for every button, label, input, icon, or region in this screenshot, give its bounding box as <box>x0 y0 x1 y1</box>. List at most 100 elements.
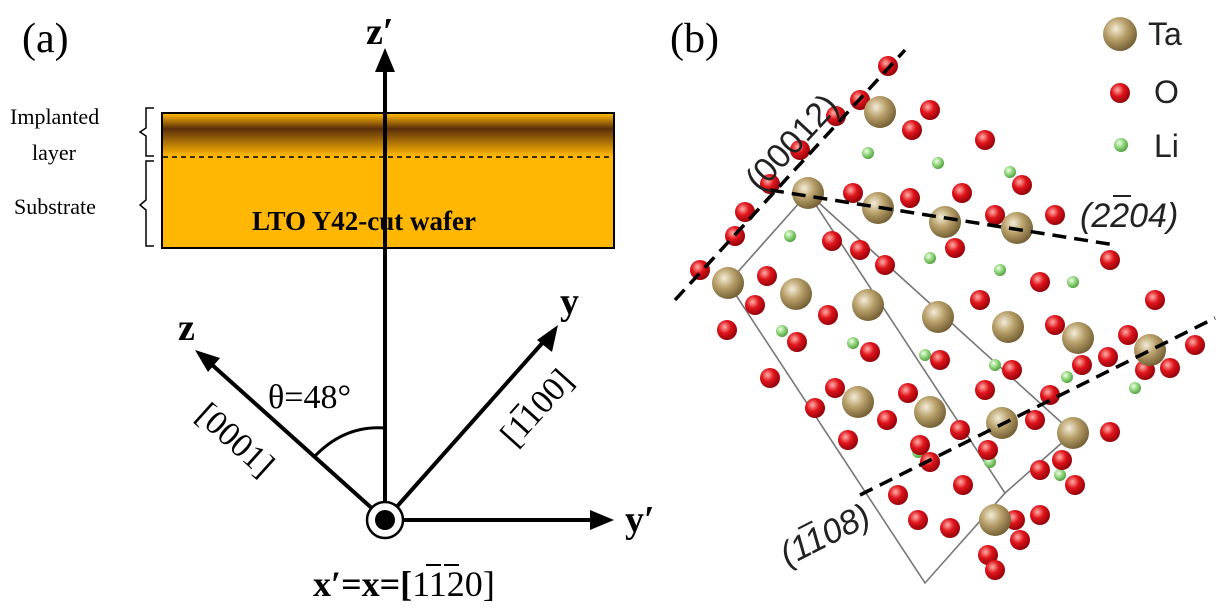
o-atom <box>902 120 922 140</box>
y-axis-line <box>383 338 547 522</box>
o-atom <box>1065 475 1085 495</box>
li-atom <box>1061 371 1073 383</box>
angle-arc <box>313 426 386 458</box>
x-axis-label-prefix: x′=x=[ <box>313 564 412 604</box>
li-atom <box>919 349 931 361</box>
angle-label: θ=48° <box>268 379 351 416</box>
y-axis-label: y <box>560 281 579 323</box>
ta-atom <box>780 278 812 310</box>
o-atom <box>757 266 777 286</box>
plane-00012-line <box>673 48 907 302</box>
o-atom <box>975 130 995 150</box>
o-atom <box>940 518 960 538</box>
legend-ta-label: Ta <box>1148 16 1182 52</box>
o-atom <box>945 238 965 258</box>
y-direction-label: [1100] <box>494 362 581 453</box>
o-atom <box>1002 360 1022 380</box>
o-atom <box>1012 175 1032 195</box>
ta-atom <box>992 311 1024 343</box>
li-atom <box>1067 276 1079 288</box>
o-atom <box>1185 335 1205 355</box>
o-atom <box>898 383 918 403</box>
o-atom <box>1118 325 1138 345</box>
li-atom <box>776 325 788 337</box>
ta-atom <box>914 396 946 428</box>
li-atom <box>784 230 796 242</box>
ta-atom <box>792 177 824 209</box>
li-atom <box>862 147 874 159</box>
ta-atom <box>929 206 961 238</box>
plane-00012-label: (00012) <box>738 87 846 199</box>
o-atom <box>1045 205 1065 225</box>
o-atom <box>860 342 880 362</box>
ta-atom <box>922 301 954 333</box>
o-atom <box>952 183 972 203</box>
o-atom <box>1030 272 1050 292</box>
o-atom <box>1098 347 1118 367</box>
o-atom <box>1100 250 1120 270</box>
substrate-brace <box>138 160 154 247</box>
implanted-brace <box>138 107 154 157</box>
o-atom <box>985 205 1005 225</box>
o-atom <box>818 305 838 325</box>
o-atom <box>838 430 858 450</box>
x-axis-label-suffix: ] <box>483 564 495 604</box>
o-atom <box>745 295 765 315</box>
o-atom <box>760 368 780 388</box>
o-atom <box>843 183 863 203</box>
ta-atom <box>1057 417 1089 449</box>
y-prime-axis-label: y′ <box>625 499 655 541</box>
o-atom <box>735 202 755 222</box>
ta-atom <box>712 267 744 299</box>
o-atom <box>1025 410 1045 430</box>
plane-1108-overbar <box>797 520 813 530</box>
o-atom <box>790 140 810 160</box>
atom-legend: Ta O Li <box>1103 16 1182 164</box>
implanted-label-line1: Implanted <box>10 104 99 129</box>
o-atom <box>953 475 973 495</box>
ta-atom <box>979 504 1011 536</box>
o-atom <box>1045 315 1065 335</box>
li-atom <box>1054 469 1066 481</box>
y-direction-label-group: [1100] <box>494 362 581 453</box>
o-atom <box>1052 450 1072 470</box>
panel-b-label: (b) <box>670 16 719 62</box>
implanted-layer <box>163 114 613 156</box>
o-atom <box>877 410 897 430</box>
o-atom <box>717 320 737 340</box>
z-axis-line <box>208 361 387 522</box>
ta-atom <box>862 192 894 224</box>
o-atom <box>978 545 998 565</box>
o-atom <box>1010 530 1030 550</box>
z-axis-label: z <box>178 307 195 349</box>
o-atom <box>1100 422 1120 442</box>
o-atom <box>908 510 928 530</box>
li-atom <box>932 157 944 169</box>
o-atom <box>1145 290 1165 310</box>
o-atom <box>920 100 940 120</box>
o-atom <box>805 398 825 418</box>
y-direction-overbar <box>509 402 520 414</box>
y-axis-arrowhead-icon <box>537 325 558 352</box>
o-atom <box>900 188 920 208</box>
z-prime-arrowhead-icon <box>375 48 395 72</box>
o-atom <box>787 332 807 352</box>
o-atom <box>985 560 1005 580</box>
li-atom <box>1129 382 1141 394</box>
o-atom <box>822 231 842 251</box>
svg-text:x′=x=[1120]: x′=x=[1120] <box>313 564 495 604</box>
ta-atom <box>864 96 896 128</box>
o-atom <box>850 240 870 260</box>
o-atom <box>1160 358 1180 378</box>
panel-a: (a) z′ LTO Y42-cut wafer Implanted layer… <box>10 11 655 604</box>
ta-atom <box>1134 334 1166 366</box>
li-atom <box>989 359 1001 371</box>
o-atom <box>970 290 990 310</box>
ta-atom <box>852 289 884 321</box>
o-atom <box>825 378 845 398</box>
li-atom-icon <box>1114 138 1128 152</box>
substrate-label: Substrate <box>14 194 96 219</box>
o-atom <box>760 174 780 194</box>
panel-b: (b) (00012) (2204) (1108) Ta O <box>670 16 1216 585</box>
